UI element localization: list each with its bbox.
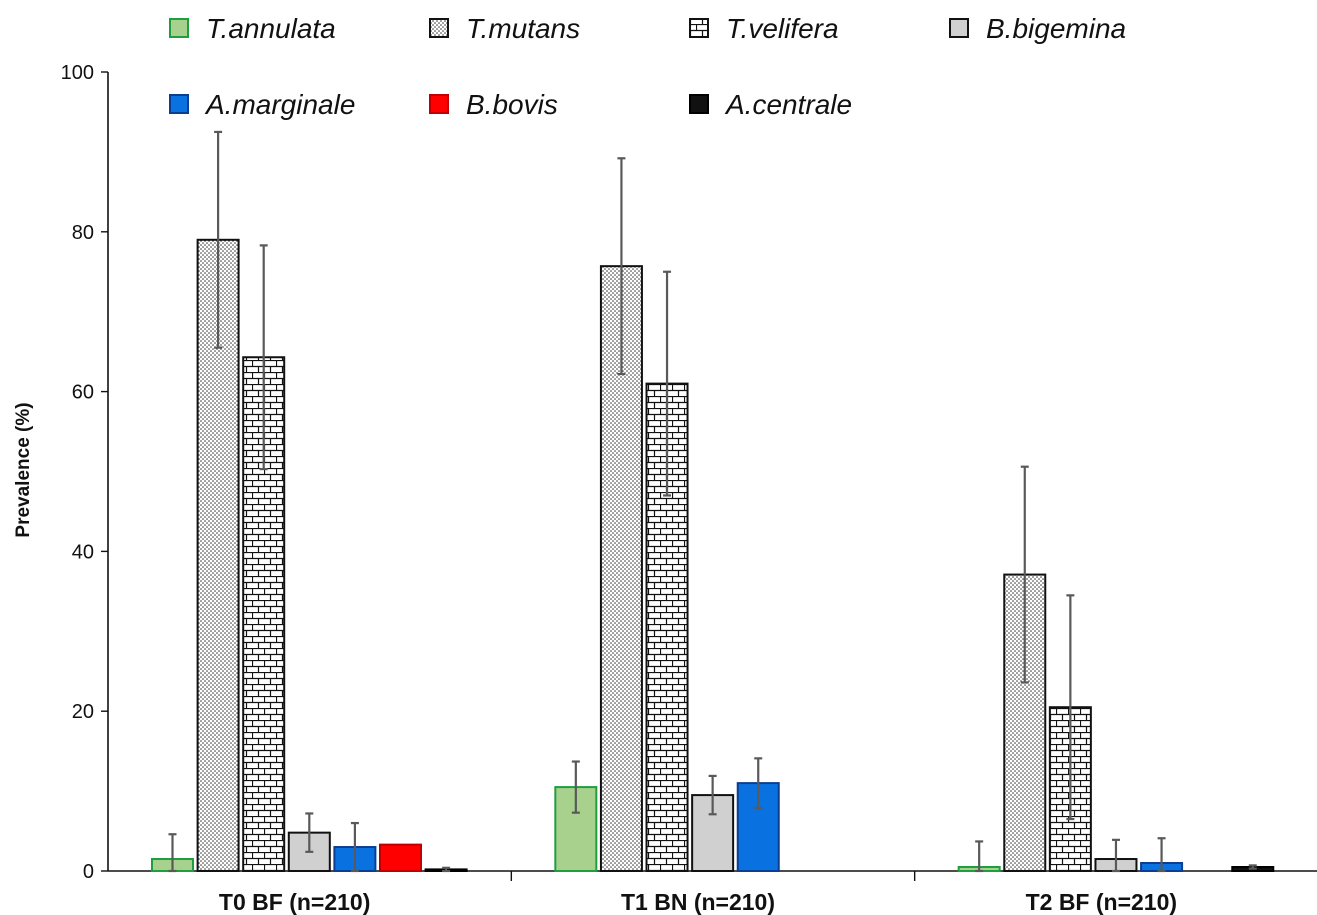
legend-swatch [689,94,709,114]
legend-item-t-velifera: T.velifera [689,13,839,44]
legend-swatch [429,94,449,114]
legend-item-b-bigemina: B.bigemina [949,13,1126,44]
error-bar-a-centrale-0 [442,866,451,873]
bar-b-bovis-0 [379,843,422,872]
y-axis-title: Prevalence (%) [13,402,34,537]
legend-swatch [169,94,189,114]
error-bar-a-marginale-2 [1157,837,1166,873]
legend-swatch [949,18,969,38]
axes: 0 20 40 60 80 100 T0 BF (n=210) T1 BN (n=210) T2… [61,62,1317,915]
error-bar-t-annulata-0 [168,833,177,873]
y-tick-label: 0 [83,861,94,883]
error-bar-t-annulata-2 [975,840,984,873]
legend-label: T.annulata [206,13,336,44]
legend-item-a-centrale: A.centrale [689,89,852,120]
error-bar-t-annulata-1 [571,760,580,814]
legend-label: B.bovis [466,89,558,120]
bar-t-mutans-2 [1003,573,1047,872]
legend-item-t-annulata: T.annulata [169,13,336,44]
legend: T.annulata T.mutans T.velifera B.bigemina A.… [169,13,1126,120]
y-tick-label: 40 [72,541,94,563]
legend-item-a-marginale: A.marginale [169,89,355,120]
error-bar-a-marginale-0 [350,821,359,873]
y-tick-label: 100 [61,62,94,84]
x-tick-label: T1 BN (n=210) [621,889,775,915]
x-tick-label: T2 BF (n=210) [1026,889,1177,915]
error-bar-a-centrale-2 [1248,864,1257,870]
legend-swatch [689,18,709,38]
legend-label: A.marginale [204,89,355,120]
error-bar-t-mutans-2 [1020,465,1029,684]
y-tick-label: 60 [72,382,94,404]
error-bar-b-bigemina-0 [305,812,314,853]
legend-item-t-mutans: T.mutans [429,13,580,44]
error-bar-t-velifera-2 [1066,594,1075,821]
error-bar-t-velifera-0 [259,244,268,471]
legend-label: T.mutans [466,13,580,44]
y-tick-label: 80 [72,222,94,244]
legend-label: B.bigemina [986,13,1126,44]
error-bar-t-mutans-0 [214,130,223,349]
legend-item-b-bovis: B.bovis [429,89,558,120]
legend-label: A.centrale [724,89,852,120]
legend-swatch [169,18,189,38]
error-bar-a-marginale-1 [754,757,763,809]
legend-label: T.velifera [726,13,839,44]
error-bar-t-mutans-1 [617,157,626,376]
y-tick-label: 20 [72,701,94,723]
error-bars [168,130,1257,873]
error-bar-b-bigemina-2 [1111,838,1120,873]
error-bar-b-bigemina-1 [708,774,717,816]
x-tick-label: T0 BF (n=210) [219,889,370,915]
error-bar-t-velifera-1 [663,270,672,497]
legend-swatch [429,18,449,38]
